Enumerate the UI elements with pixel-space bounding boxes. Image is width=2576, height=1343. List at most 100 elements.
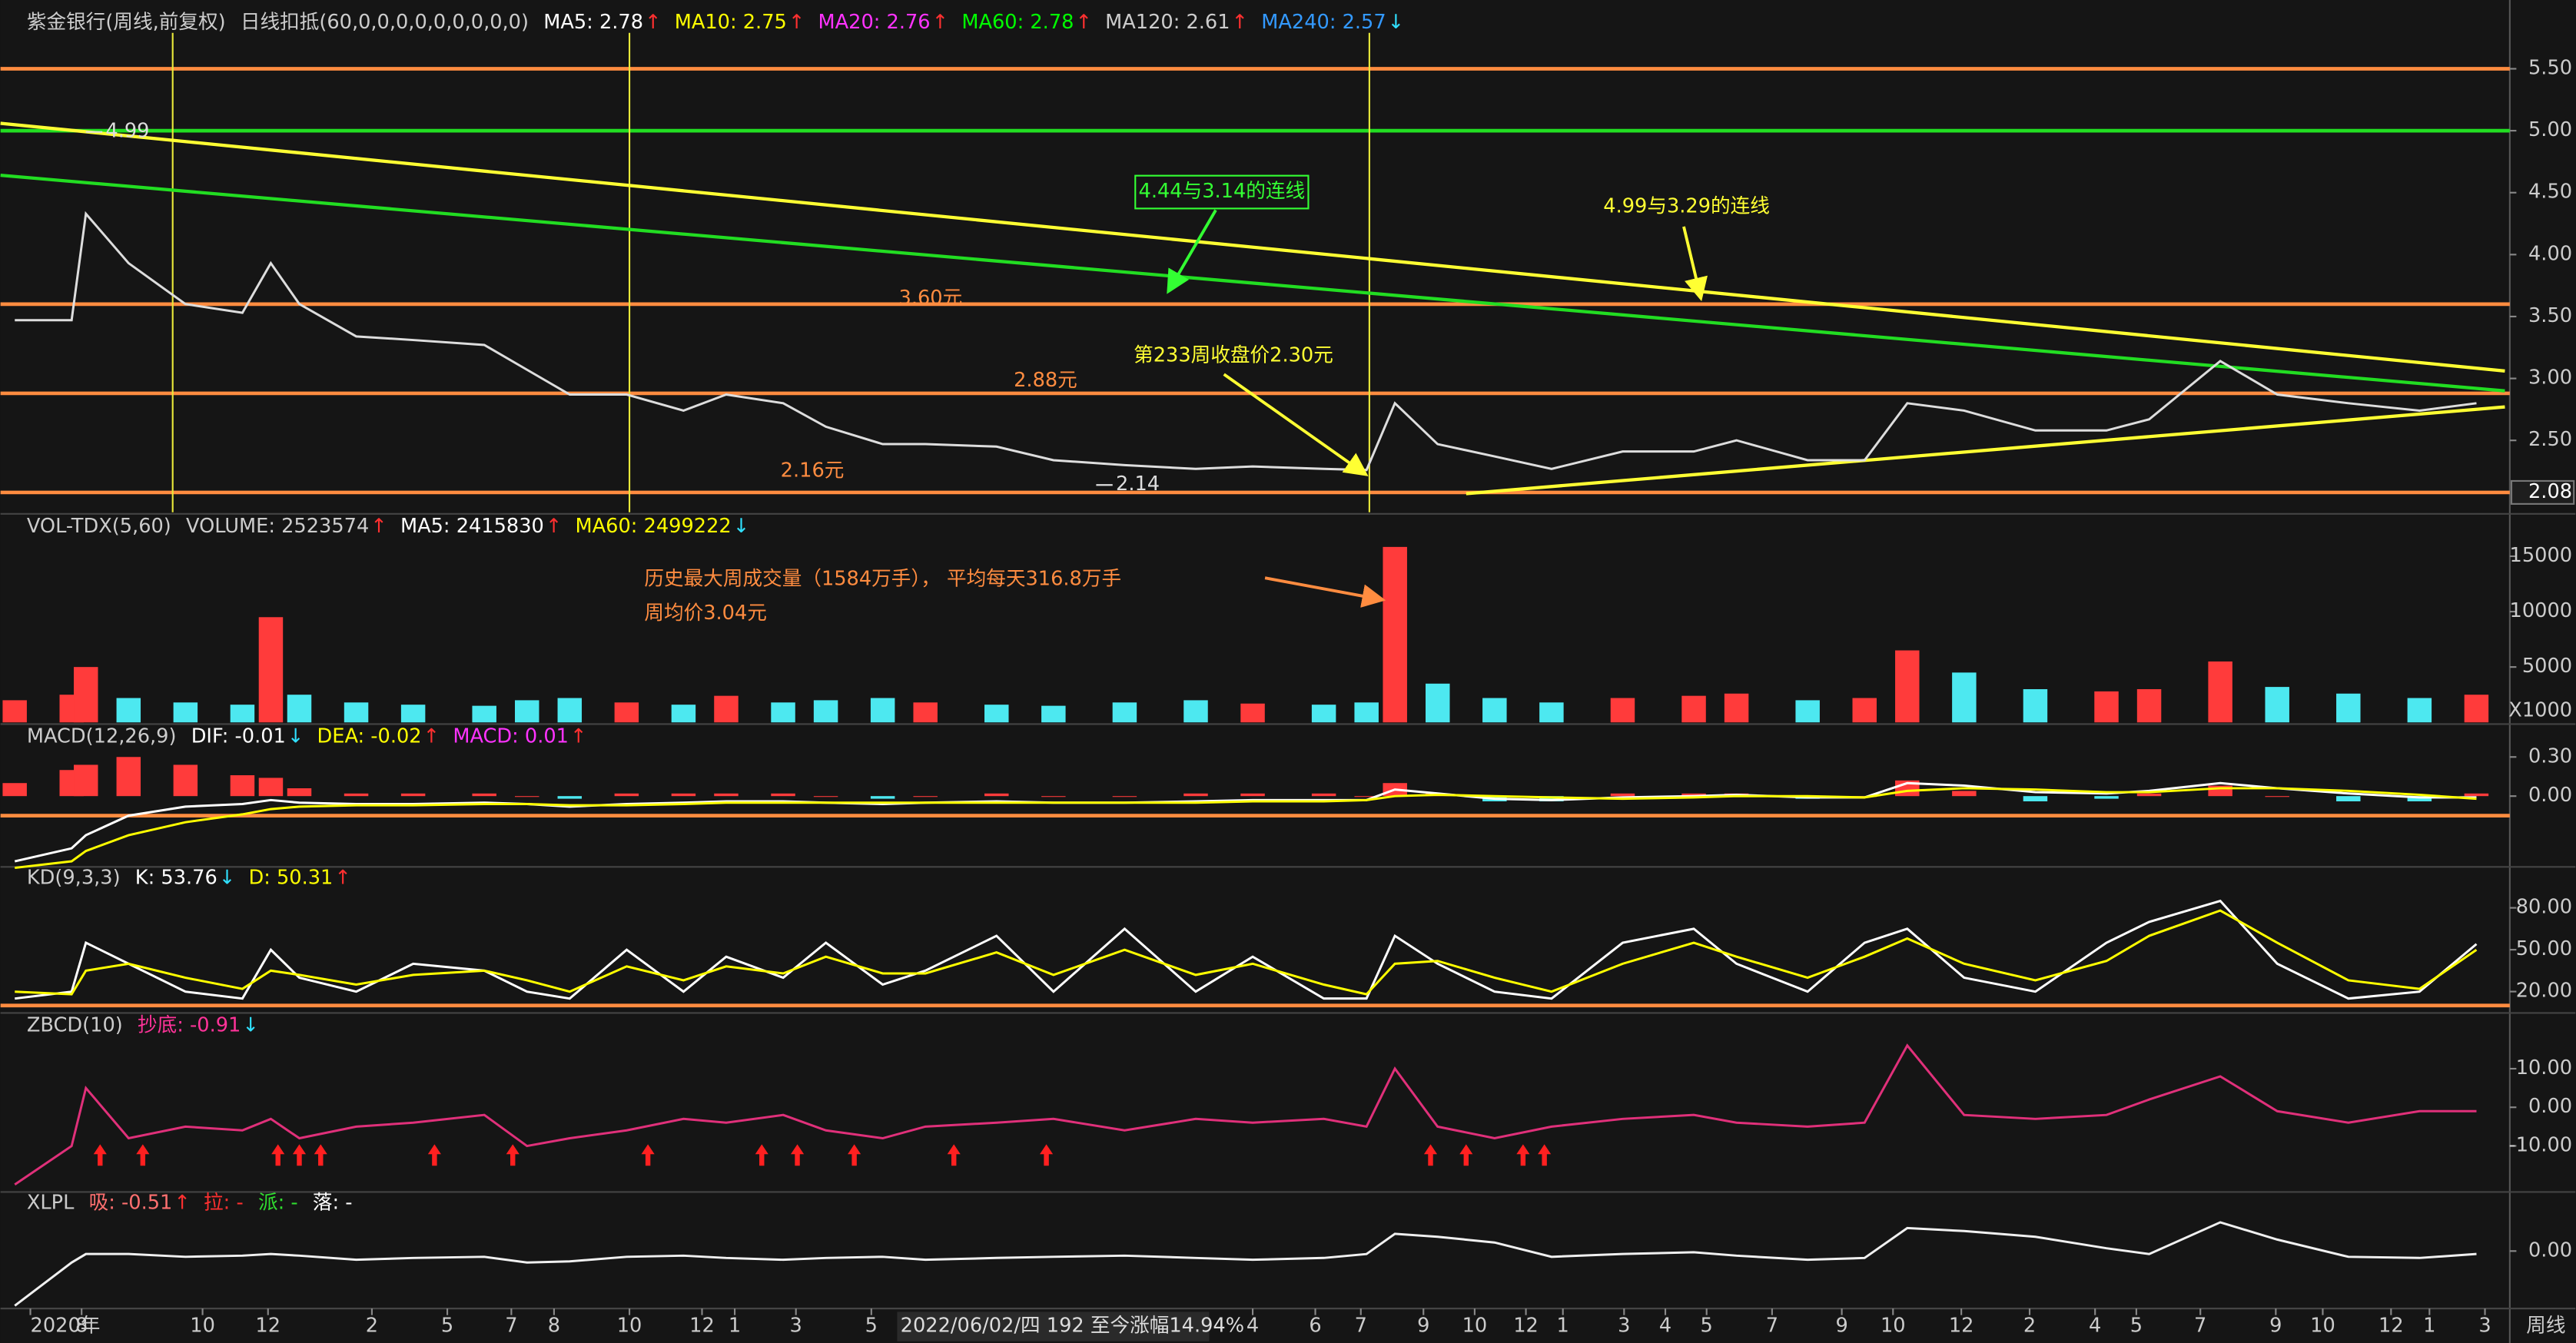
x-tick-label: 10 bbox=[190, 1315, 215, 1338]
y-tick-label: 5.50 bbox=[2528, 56, 2572, 79]
x-tick-label: 12 bbox=[1513, 1315, 1539, 1338]
bar bbox=[1041, 796, 1066, 798]
x-tick-label: 2 bbox=[2023, 1315, 2036, 1338]
annotation: 3.60元 bbox=[899, 287, 963, 310]
x-tick-label: 3 bbox=[2478, 1315, 2491, 1338]
legend-item: 日线扣抵(60,0,0,0,0,0,0,0,0,0) bbox=[241, 11, 529, 34]
annotation-arrow bbox=[1167, 209, 1217, 294]
x-tick-label: 5 bbox=[1701, 1315, 1713, 1338]
legend-arrow: ↓ bbox=[287, 725, 304, 748]
annotation-arrow bbox=[1223, 373, 1369, 476]
legend-item: MA120: 2.61 bbox=[1105, 11, 1230, 34]
x-tick-label: 7 bbox=[505, 1315, 517, 1338]
legend-arrow: ↑ bbox=[645, 11, 661, 34]
signal-arrow bbox=[755, 1144, 768, 1166]
extreme-label: 4.99 bbox=[105, 120, 149, 143]
legend-item: MA5: 2.78 bbox=[543, 11, 643, 34]
signal-arrow bbox=[292, 1144, 307, 1166]
bar bbox=[1311, 793, 1336, 797]
bar bbox=[671, 705, 696, 723]
legend-item: XLPL bbox=[27, 1191, 75, 1214]
x-tick-label: 7 bbox=[2194, 1315, 2206, 1338]
signal-arrow bbox=[947, 1144, 961, 1166]
bar bbox=[1852, 698, 1877, 723]
bar bbox=[1610, 698, 1635, 723]
bar bbox=[2265, 796, 2289, 798]
bar bbox=[1112, 796, 1137, 798]
bar bbox=[1681, 695, 1706, 723]
bar bbox=[116, 698, 141, 723]
x-tick-label: 2 bbox=[366, 1315, 378, 1338]
bar bbox=[2, 700, 27, 723]
bar bbox=[2136, 793, 2162, 797]
legend-arrow: ↓ bbox=[242, 1014, 258, 1037]
annotation: 4.44与3.14的连线 bbox=[1139, 180, 1306, 203]
bar bbox=[1681, 793, 1706, 797]
legend-item: 抄底: -0.91 bbox=[138, 1014, 241, 1037]
series-line bbox=[15, 899, 2478, 1000]
bar bbox=[2265, 687, 2289, 723]
x-tick-label: 12 bbox=[689, 1315, 715, 1338]
legend-arrow: ↑ bbox=[546, 515, 562, 538]
legend-item: 吸: -0.51 bbox=[89, 1191, 173, 1214]
bar bbox=[74, 667, 98, 723]
y-tick-label: 3.00 bbox=[2528, 366, 2572, 390]
y-tick-label: 0.30 bbox=[2528, 744, 2572, 768]
x-tick-label: 10 bbox=[1462, 1315, 1488, 1338]
bar bbox=[2407, 698, 2432, 723]
signal-arrow bbox=[427, 1144, 441, 1166]
signal-arrow bbox=[1040, 1144, 1054, 1166]
bar bbox=[771, 702, 795, 723]
signal-arrow bbox=[1459, 1144, 1473, 1166]
bar bbox=[287, 788, 312, 797]
x-tick-label: 3 bbox=[1618, 1315, 1630, 1338]
x-tick-label: 3 bbox=[790, 1315, 802, 1338]
y-tick-label: 15000 bbox=[2510, 544, 2573, 567]
legend-arrow: ↓ bbox=[219, 866, 235, 889]
annotation-box bbox=[1134, 174, 1310, 210]
signal-arrow bbox=[93, 1144, 107, 1166]
bar bbox=[984, 705, 1009, 723]
x-tick-label: 8 bbox=[75, 1315, 88, 1338]
bar bbox=[472, 705, 496, 723]
x-tick-label: 12 bbox=[1949, 1315, 1974, 1338]
y-tick-label: -10.00 bbox=[2508, 1133, 2572, 1156]
x-tick-label: 10 bbox=[1881, 1315, 1906, 1338]
y-tick-label: 0.00 bbox=[2528, 784, 2572, 807]
legend-item: 落: - bbox=[313, 1191, 353, 1214]
y-tick-label: 0.00 bbox=[2528, 1239, 2572, 1262]
x-tick-label: 9 bbox=[1417, 1315, 1429, 1338]
legend-item: MACD(12,26,9) bbox=[27, 725, 177, 748]
x-tick-label: 12 bbox=[2378, 1315, 2404, 1338]
bar bbox=[400, 793, 426, 797]
x-tick-label: 7 bbox=[1766, 1315, 1778, 1338]
x-tick-label: 9 bbox=[2269, 1315, 2282, 1338]
legend-item: 紫金银行(周线,前复权) bbox=[27, 11, 226, 34]
legend-item: D: 50.31 bbox=[248, 866, 333, 889]
bar bbox=[2023, 796, 2048, 801]
legend-item: ZBCD(10) bbox=[27, 1014, 123, 1037]
legend-item: 派: - bbox=[258, 1191, 298, 1214]
legend-arrow: ↑ bbox=[1232, 11, 1248, 34]
bar bbox=[1240, 793, 1265, 797]
bar bbox=[2, 783, 27, 797]
bar bbox=[2336, 693, 2361, 723]
legend-item: MA20: 2.76 bbox=[818, 11, 931, 34]
x-tick-label: 5 bbox=[441, 1315, 453, 1338]
bar bbox=[344, 793, 369, 797]
x-tick-label: 1 bbox=[2423, 1315, 2435, 1338]
signal-arrow bbox=[790, 1144, 805, 1166]
legend-item: MA5: 2415830 bbox=[400, 515, 544, 538]
bar bbox=[1041, 705, 1066, 723]
signal-arrow bbox=[314, 1144, 327, 1166]
legend-item: DIF: -0.01 bbox=[191, 725, 286, 748]
bar bbox=[557, 698, 583, 723]
y-tick-label: 5000 bbox=[2522, 655, 2572, 678]
legend-item: MA60: 2.78 bbox=[961, 11, 1074, 34]
x-tick-label: 5 bbox=[2130, 1315, 2143, 1338]
y-tick-label: 80.00 bbox=[2516, 896, 2572, 919]
bar bbox=[344, 702, 369, 723]
level-label-box bbox=[2510, 479, 2575, 505]
bar bbox=[515, 700, 539, 723]
